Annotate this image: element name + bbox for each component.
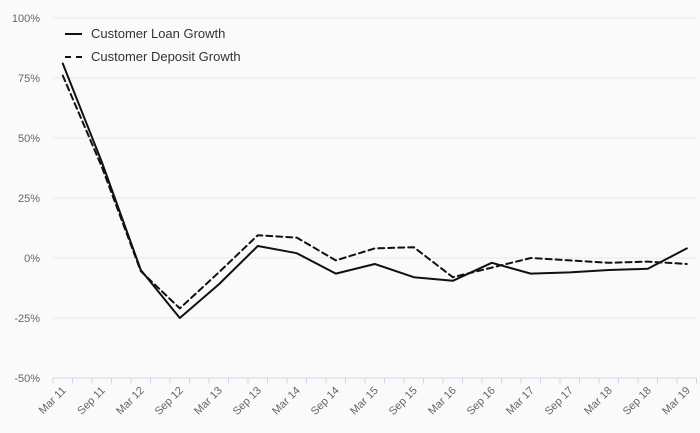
- x-tick-label: Mar 14: [270, 385, 303, 418]
- y-tick-label: 100%: [12, 13, 40, 25]
- x-tick-label: Mar 12: [114, 385, 147, 418]
- x-tick-label: Mar 16: [426, 385, 459, 418]
- y-tick-label: 0%: [24, 253, 40, 265]
- x-tick-label: Sep 17: [543, 385, 576, 418]
- legend-label-loan-growth: Customer Loan Growth: [91, 26, 226, 41]
- x-tick-label: Mar 18: [582, 385, 615, 418]
- x-tick-label: Mar 15: [348, 385, 381, 418]
- legend-item-customer-loan-growth[interactable]: Customer Loan Growth: [65, 26, 241, 41]
- x-tick-label: Sep 14: [309, 385, 342, 418]
- dashed-line-marker-icon: [65, 55, 82, 58]
- gridlines: [53, 17, 697, 379]
- x-tick-label: Sep 16: [465, 385, 498, 418]
- customer-loan-growth-line: [61, 62, 688, 319]
- y-tick-label: -50%: [14, 373, 40, 385]
- solid-line-marker-icon: [65, 32, 82, 35]
- x-tick-label: Mar 19: [660, 385, 693, 418]
- x-tick-label: Sep 13: [231, 385, 264, 418]
- x-tick-label: Mar 17: [504, 385, 537, 418]
- x-tick-label: Sep 12: [153, 385, 186, 418]
- y-tick-label: 50%: [18, 133, 40, 145]
- y-axis-labels: 100% 75% 50% 25% 0% -25% -50%: [12, 13, 40, 385]
- x-tick-label: Mar 11: [37, 385, 69, 417]
- x-axis-labels: Mar 11 Sep 11 Mar 12 Sep 12 Mar 13 Sep 13 Mar …: [37, 385, 693, 418]
- x-axis: [52, 377, 697, 384]
- x-tick-label: Mar 13: [192, 385, 225, 418]
- y-tick-label: 25%: [18, 193, 40, 205]
- x-tick-label: Sep 18: [621, 385, 654, 418]
- x-tick-label: Sep 15: [387, 385, 420, 418]
- customer-deposit-growth-line: [61, 74, 688, 310]
- y-tick-label: 75%: [18, 73, 40, 85]
- x-tick-label: Sep 11: [75, 385, 108, 418]
- legend-item-customer-deposit-growth[interactable]: Customer Deposit Growth: [65, 49, 241, 64]
- legend: Customer Loan Growth Customer Deposit Gr…: [65, 26, 241, 64]
- legend-label-deposit-growth: Customer Deposit Growth: [91, 49, 241, 64]
- y-tick-label: -25%: [14, 313, 40, 325]
